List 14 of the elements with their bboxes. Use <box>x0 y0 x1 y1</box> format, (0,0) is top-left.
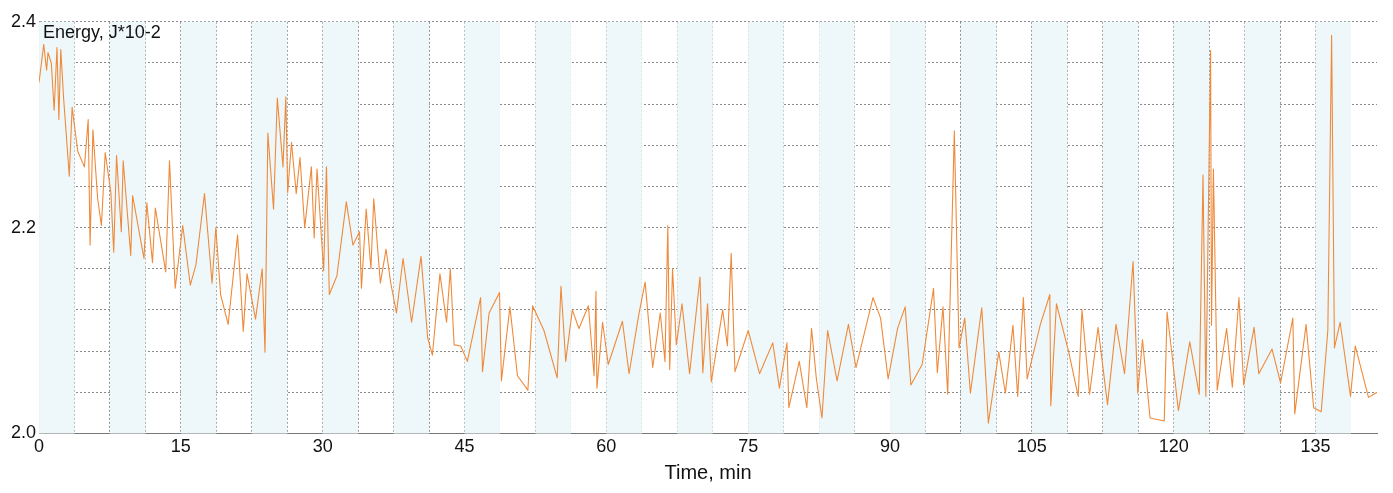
x-tick-label: 120 <box>1158 436 1189 457</box>
x-tick-label: 15 <box>170 436 191 457</box>
x-axis-title: Time, min <box>664 460 752 483</box>
x-tick-label: 60 <box>596 436 617 457</box>
x-tick-label: 105 <box>1016 436 1047 457</box>
x-tick-label: 0 <box>34 436 45 457</box>
x-tick-label: 75 <box>738 436 759 457</box>
y-axis-title: Energy, J*10-2 <box>43 21 161 42</box>
y-tick-label: 2.4 <box>10 10 37 31</box>
y-tick-label: 2.2 <box>10 216 37 237</box>
x-tick-label: 90 <box>880 436 901 457</box>
x-tick-label: 45 <box>454 436 475 457</box>
x-tick-label: 30 <box>312 436 333 457</box>
x-tick-label: 135 <box>1300 436 1331 457</box>
